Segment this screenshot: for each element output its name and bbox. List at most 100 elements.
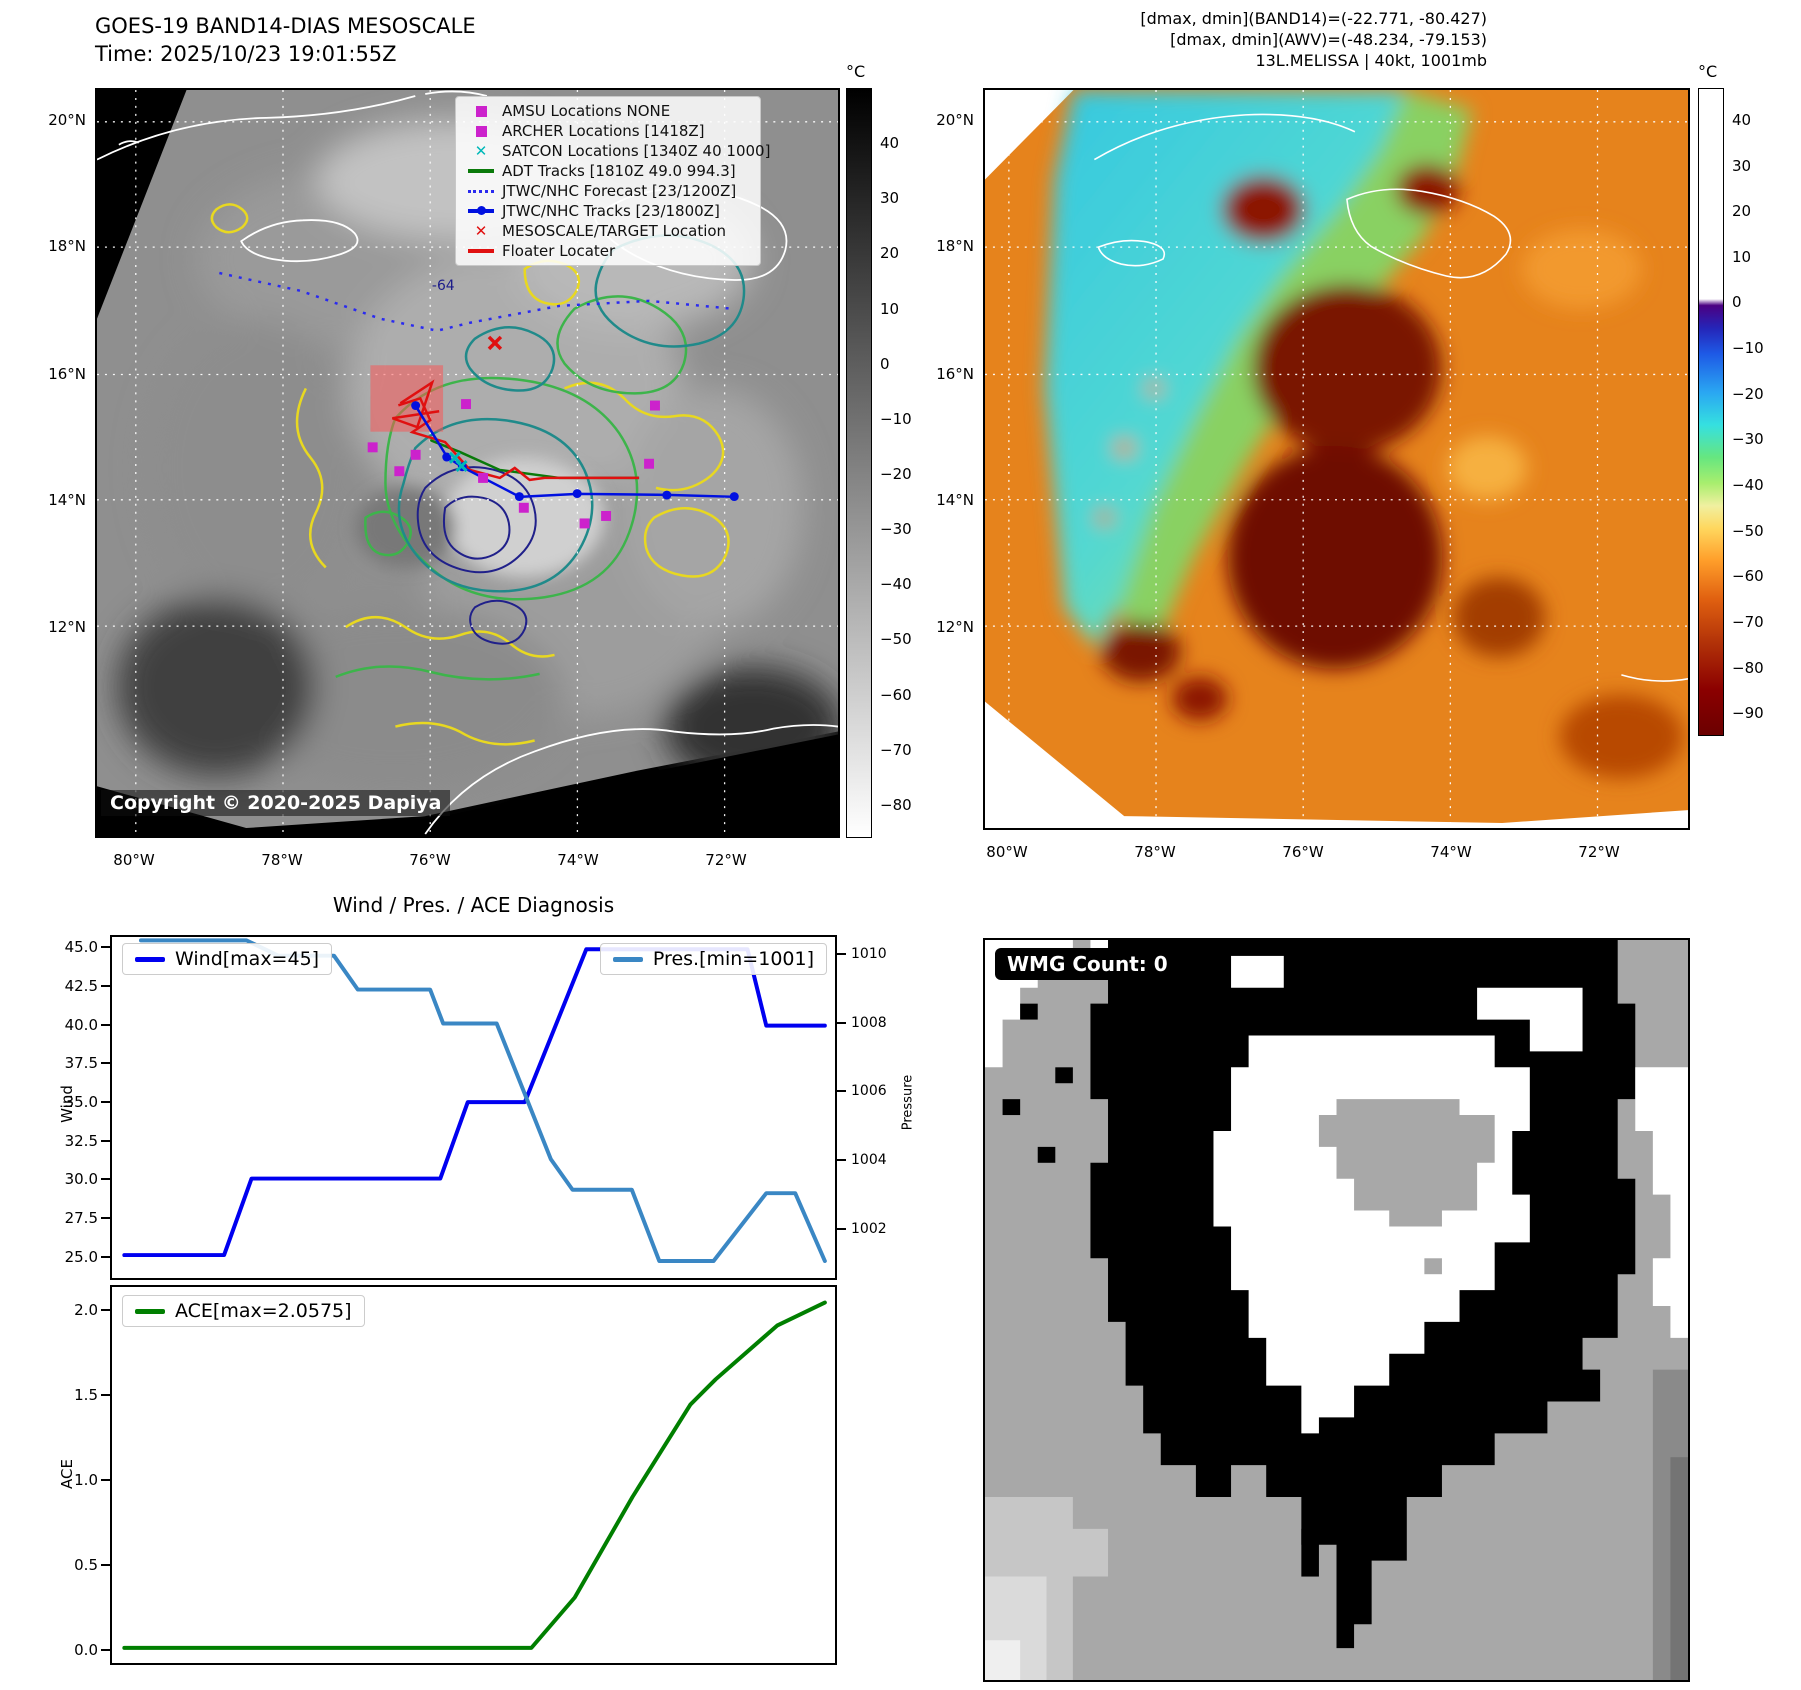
map-legend-label: ADT Tracks [1810Z 49.0 994.3] <box>502 162 736 180</box>
ace-left-tick-mark <box>101 1479 110 1482</box>
band14-y-tick: 16°N <box>48 365 86 383</box>
ace-left-tick-mark <box>101 1309 110 1312</box>
coastlines <box>1093 113 1688 682</box>
ace-series-line <box>122 1300 827 1650</box>
band14-map-image <box>97 90 838 836</box>
jtwc-track-point <box>442 452 452 462</box>
windpres-left-tick-label: 35.0 <box>64 1093 98 1112</box>
map-legend: AMSU Locations NONE ARCHER Locations [141… <box>455 96 771 266</box>
archer-location-marker <box>601 510 612 521</box>
awv-x-tick: 80°W <box>986 843 1028 861</box>
copyright-watermark: Copyright © 2020-2025 Dapiya <box>101 790 451 816</box>
jtwc-track-line <box>414 404 735 499</box>
band14-colorbar-tick: −10 <box>880 409 912 428</box>
awv-colorbar-unit: °C <box>1698 62 1718 81</box>
awv-map-image <box>985 90 1688 828</box>
jtwc-track-point <box>572 489 582 499</box>
archer-location-marker <box>410 449 421 460</box>
map-legend-item: ADT Tracks [1810Z 49.0 994.3] <box>464 161 750 181</box>
storm-id-label: 13L.MELISSA | 40kt, 1001mb <box>1255 51 1487 70</box>
awv-header: [dmax, dmin](BAND14)=(-22.771, -80.427) … <box>890 8 1487 71</box>
map-legend-label: JTWC/NHC Forecast [23/1200Z] <box>502 182 737 200</box>
ace-left-tick-label: 2.0 <box>74 1301 98 1320</box>
awv-colorbar-tick: 0 <box>1732 293 1742 312</box>
awv-colorbar-tick: 30 <box>1732 156 1752 175</box>
wind-pressure-chart: Wind[max=45] Pres.[min=1001] <box>110 935 837 1280</box>
band14-colorbar <box>846 88 872 838</box>
awv-y-tick: 12°N <box>936 618 974 636</box>
band14-colorbar-tick: −30 <box>880 520 912 539</box>
archer-location-marker <box>649 400 660 411</box>
awv-x-tick: 76°W <box>1282 843 1324 861</box>
band14-x-tick: 76°W <box>409 851 451 869</box>
ace-plot-area <box>122 1300 827 1650</box>
map-legend-label: JTWC/NHC Tracks [23/1800Z] <box>502 202 720 220</box>
satcon-location-marker <box>448 451 461 464</box>
band14-title: GOES-19 BAND14-DIAS MESOSCALE <box>95 14 476 38</box>
band14-colorbar-tick: 0 <box>880 354 890 373</box>
awv-y-tick: 16°N <box>936 365 974 383</box>
archer-location-marker <box>644 458 655 469</box>
windpres-left-tick-mark <box>101 1062 110 1065</box>
awv-x-tick: 78°W <box>1134 843 1176 861</box>
pressure-legend: Pres.[min=1001] <box>599 943 827 975</box>
band14-overlay-tracks: -64 <box>219 271 739 529</box>
awv-y-tick: 20°N <box>936 111 974 129</box>
archer-location-marker <box>478 472 489 483</box>
band14-time: Time: 2025/10/23 19:01:55Z <box>95 42 397 66</box>
band14-colorbar-tick: 10 <box>880 299 900 318</box>
floater-line <box>391 379 440 429</box>
dotted-icon <box>464 189 498 193</box>
ace-chart: ACE[max=2.0575] <box>110 1285 837 1665</box>
ace-left-tick-mark <box>101 1563 110 1566</box>
windpres-right-tick-label: 1002 <box>851 1220 887 1237</box>
windpres-left-tick-label: 40.0 <box>64 1015 98 1034</box>
awv-x-tick: 74°W <box>1430 843 1472 861</box>
band14-y-tick: 20°N <box>48 111 86 129</box>
band14-x-tick: 80°W <box>113 851 155 869</box>
diagnosis-title: Wind / Pres. / ACE Diagnosis <box>332 893 615 917</box>
band14-colorbar-tick: −40 <box>880 575 912 594</box>
windpres-right-tick-label: 1008 <box>851 1014 887 1031</box>
awv-colorbar-tick: −60 <box>1732 567 1764 586</box>
archer-location-marker <box>394 466 405 477</box>
awv-colorbar-tick: −30 <box>1732 430 1764 449</box>
windpres-left-tick-label: 32.5 <box>64 1131 98 1150</box>
map-legend-item: ✕ SATCON Locations [1340Z 40 1000] <box>464 141 771 161</box>
awv-y-tick: 14°N <box>936 491 974 509</box>
windpres-right-tick-mark <box>837 1227 846 1230</box>
windpres-left-tick-mark <box>101 1178 110 1181</box>
windpres-left-tick-label: 30.0 <box>64 1170 98 1189</box>
map-legend-item: JTWC/NHC Forecast [23/1200Z] <box>464 181 750 201</box>
jtwc-track-point <box>729 492 739 502</box>
awv-colorbar-tick: 20 <box>1732 202 1752 221</box>
map-legend-item: Floater Locater <box>464 241 750 261</box>
awv-dmax-band14: [dmax, dmin](BAND14)=(-22.771, -80.427) <box>1140 9 1487 28</box>
band14-title-block: GOES-19 BAND14-DIAS MESOSCALE Time: 2025… <box>95 12 476 68</box>
windpres-left-tick-mark <box>101 1217 110 1220</box>
square-icon <box>464 105 498 117</box>
awv-map <box>983 88 1690 830</box>
windpres-right-tick-label: 1004 <box>851 1151 887 1168</box>
awv-x-tick: 72°W <box>1578 843 1620 861</box>
awv-colorbar-tick: −90 <box>1732 704 1764 723</box>
windpres-left-tick-mark <box>101 1101 110 1104</box>
map-legend-item: ARCHER Locations [1418Z] <box>464 121 750 141</box>
windpres-left-tick-mark <box>101 946 110 949</box>
band14-colorbar-tick: 20 <box>880 244 900 263</box>
pressure-legend-swatch <box>612 956 643 962</box>
ace-left-tick-mark <box>101 1648 110 1651</box>
band14-map: -64 AMSU Locations NONE ARCHER Locations … <box>95 88 840 838</box>
windpres-right-tick-mark <box>837 1021 846 1024</box>
ace-legend-label: ACE[max=2.0575] <box>175 1300 352 1322</box>
windpres-left-tick-label: 27.5 <box>64 1209 98 1228</box>
jtwc-forecast-line <box>219 271 734 332</box>
band14-x-tick: 74°W <box>557 851 599 869</box>
awv-colorbar-tick: −40 <box>1732 476 1764 494</box>
windpres-right-tick-mark <box>837 1158 846 1161</box>
map-legend-label: SATCON Locations [1340Z 40 1000] <box>502 142 771 160</box>
band14-colorbar-tick: −20 <box>880 465 912 484</box>
map-legend-label: MESOSCALE/TARGET Location <box>502 222 727 240</box>
archer-location-marker <box>367 442 378 453</box>
